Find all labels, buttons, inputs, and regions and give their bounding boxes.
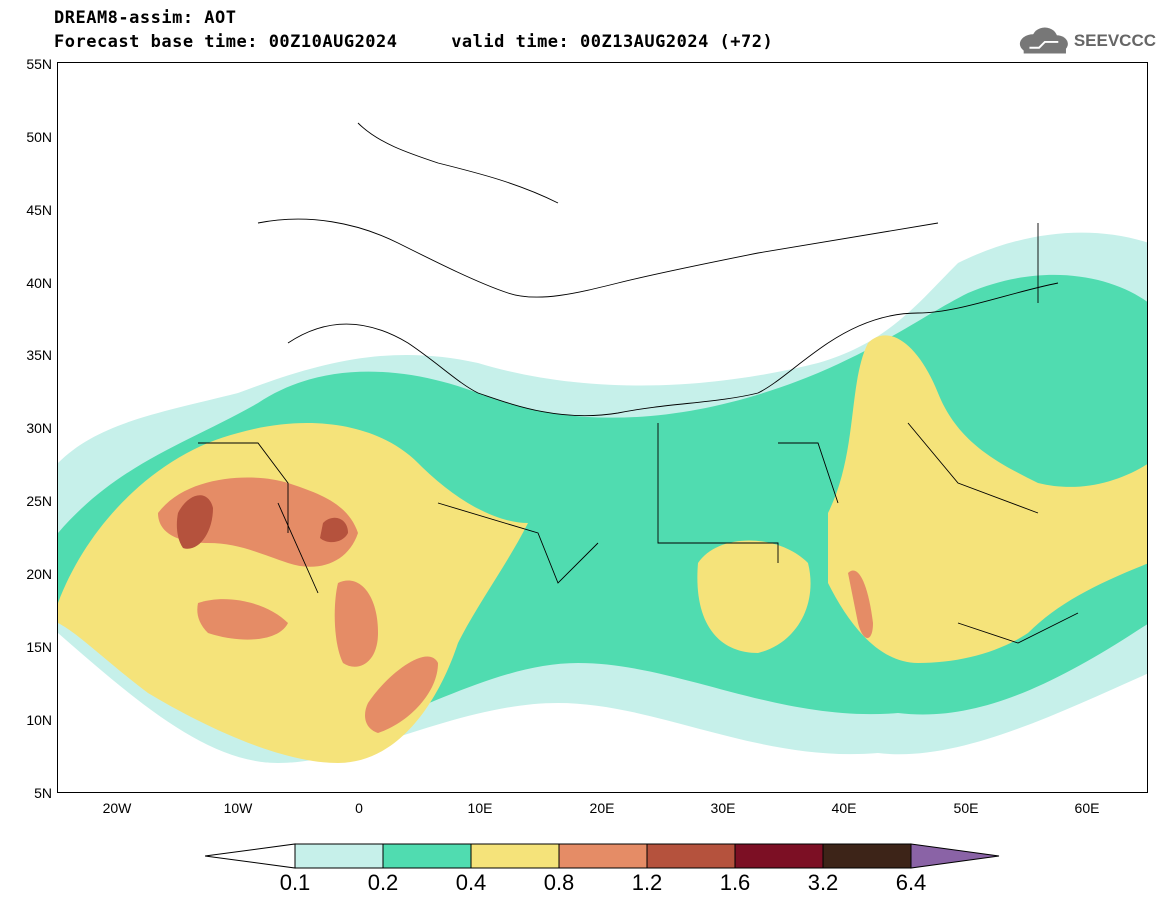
forecast-times: Forecast base time: 00Z10AUG2024 valid t… [54,32,774,52]
map-title: DREAM8-assim: AOT [54,8,237,28]
lon-tick-30e: 30E [710,800,736,816]
aot-field [58,122,1147,763]
lat-tick-30n: 30N [26,420,52,436]
colorbar-label-6.4: 6.4 [895,870,927,895]
aot-contour-0.8-b [197,599,288,640]
colorbar-over-arrow [910,843,1000,869]
aot-contour-0.8-e [848,570,873,638]
aot-contour-1.2-b [320,517,348,543]
colorbar-bin-1 [382,843,472,869]
colorbar [205,843,1000,869]
aot-contour-0.8-d [365,656,438,733]
lat-tick-25n: 25N [26,493,52,509]
lon-tick-10w: 10W [223,800,253,816]
colorbar-label-1.6: 1.6 [719,870,751,895]
aot-contour-1.2 [176,495,213,549]
lat-tick-10n: 10N [26,712,52,728]
colorbar-under-arrow [205,843,296,869]
cloud-icon [1019,27,1068,54]
colorbar-label-0.1: 0.1 [279,870,311,895]
colorbar-bin-6 [822,843,912,869]
colorbar-label-0.2: 0.2 [367,870,399,895]
lat-tick-40n: 40N [26,275,52,291]
colorbar-bin-2 [470,843,560,869]
lat-tick-15n: 15N [26,639,52,655]
aot-contour-0.4-east [828,335,1147,663]
colorbar-bin-3 [558,843,648,869]
lon-tick-20e: 20E [589,800,615,816]
lat-tick-35n: 35N [26,347,52,363]
logo-text: SEEVCCC [1073,31,1156,50]
aot-contour-0.4-central [697,540,811,653]
lat-tick-55n: 55N [26,56,52,72]
colorbar-bin-0 [294,843,384,869]
colorbar-bin-5 [734,843,824,869]
lat-tick-45n: 45N [26,202,52,218]
seevccc-logo: SEEVCCC [1016,24,1156,58]
colorbar-label-0.8: 0.8 [543,870,575,895]
lat-tick-50n: 50N [26,129,52,145]
map-area [57,62,1148,793]
colorbar-label-1.2: 1.2 [631,870,663,895]
lon-tick-20w: 20W [102,800,132,816]
colorbar-bin-4 [646,843,736,869]
lat-tick-20n: 20N [26,566,52,582]
colorbar-label-3.2: 3.2 [807,870,839,895]
lon-tick-40e: 40E [831,800,857,816]
lon-tick-0: 0 [355,800,363,816]
lat-tick-5n: 5N [34,785,52,801]
lon-tick-60e: 60E [1074,800,1100,816]
lon-tick-50e: 50E [953,800,979,816]
colorbar-label-0.4: 0.4 [455,870,487,895]
lon-tick-10e: 10E [467,800,493,816]
aot-contour-0.8-c [334,580,378,667]
